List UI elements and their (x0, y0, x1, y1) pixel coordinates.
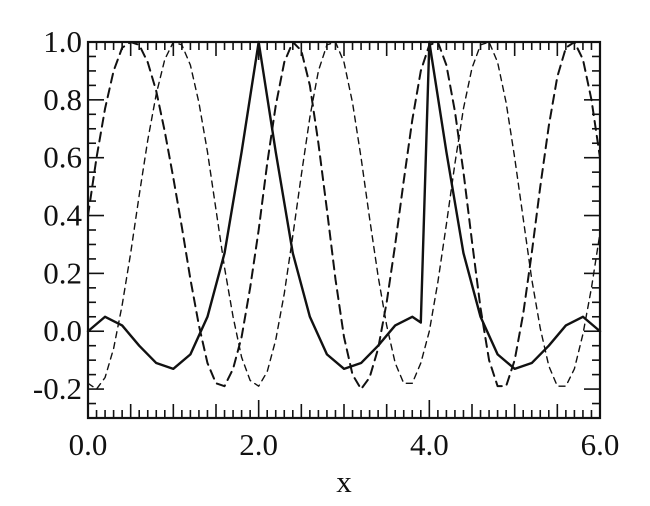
y-tick-label: 0.8 (43, 82, 82, 117)
series-2-line (87, 41, 601, 391)
y-tick-label: 0.4 (43, 198, 82, 233)
x-tick-label: 6.0 (581, 427, 620, 462)
y-tick-label: 0.6 (43, 140, 82, 175)
y-tick-labels: 1.0 0.8 0.6 0.4 0.2 0.0 -0.2 (33, 24, 83, 406)
tick-marks-group (87, 41, 601, 419)
y-tick-label: -0.2 (33, 371, 82, 406)
y-tick-label: 1.0 (43, 24, 82, 59)
x-tick-label: 4.0 (410, 427, 449, 462)
x-tick-labels: 0.0 2.0 4.0 6.0 (69, 427, 620, 462)
plot-frame (86, 40, 602, 420)
series-1-line (86, 40, 602, 371)
x-tick-label: 2.0 (239, 427, 278, 462)
x-axis-label: x (336, 464, 352, 499)
x-tick-label: 0.0 (69, 427, 108, 462)
y-tick-label: 0.2 (43, 255, 82, 290)
y-tick-label: 0.0 (43, 313, 82, 348)
